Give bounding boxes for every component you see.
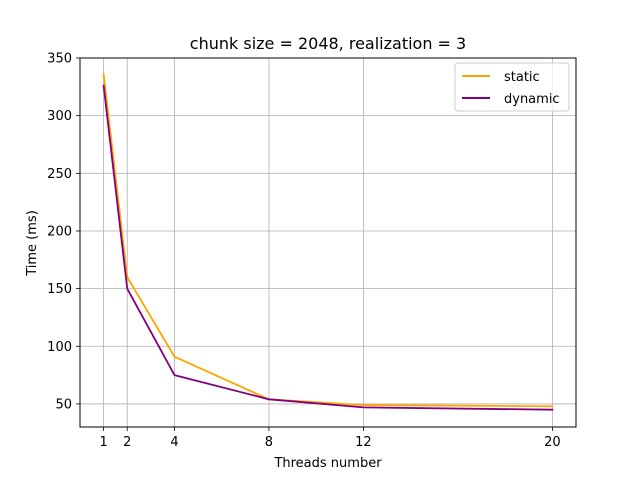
y-tick-label: 350 (47, 52, 72, 67)
series-line-dynamic (102, 84, 554, 411)
grid-lines (80, 57, 576, 427)
y-tick-label: 250 (47, 167, 72, 182)
x-tick-label: 2 (123, 435, 131, 450)
x-tick-label: 1 (99, 435, 107, 450)
legend-label-static: static (504, 70, 540, 85)
x-axis-title: Threads number (273, 456, 382, 471)
chart-title: chunk size = 2048, realization = 3 (190, 34, 466, 53)
y-tick-label: 100 (47, 340, 72, 355)
series-lines (102, 73, 554, 411)
plot-frame (79, 57, 577, 428)
x-tick-label: 8 (265, 435, 273, 450)
series-line-static (102, 73, 554, 408)
legend-label-dynamic: dynamic (504, 92, 560, 107)
y-axis-title: Time (ms) (25, 210, 40, 277)
y-tick-label: 50 (55, 397, 72, 412)
legend: static dynamic (454, 62, 570, 112)
x-tick-label: 20 (544, 435, 561, 450)
y-tick-label: 150 (47, 282, 72, 297)
x-tick-label: 4 (170, 435, 178, 450)
y-tick-label: 200 (47, 224, 72, 239)
x-tick-label: 12 (355, 435, 372, 450)
y-tick-label: 300 (47, 109, 72, 124)
